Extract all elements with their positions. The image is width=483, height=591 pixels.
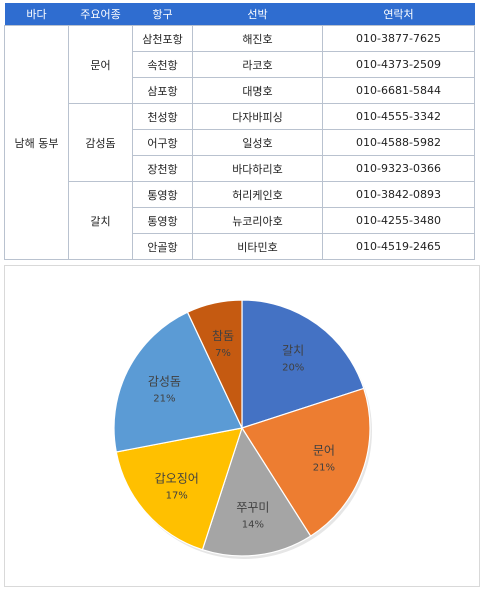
slice-percent-label: 14% — [242, 519, 264, 530]
ship-cell: 라코호 — [192, 51, 323, 78]
ship-cell: 뉴코리아호 — [192, 207, 323, 234]
port-cell: 천성항 — [132, 103, 193, 130]
sea-cell: 남해 동부 — [4, 25, 69, 260]
ship-cell: 해진호 — [192, 25, 323, 52]
table-header-row: 바다 주요어종 항구 선박 연락처 — [4, 3, 475, 26]
contact-cell: 010-3877-7625 — [322, 25, 475, 52]
contact-cell: 010-3842-0893 — [322, 181, 475, 208]
header-ship: 선박 — [192, 3, 323, 26]
slice-percent-label: 7% — [215, 348, 231, 359]
contact-cell: 010-4588-5982 — [322, 129, 475, 156]
contact-cell: 010-4373-2509 — [322, 51, 475, 78]
header-contact: 연락처 — [322, 3, 475, 26]
header-species: 주요어종 — [68, 3, 133, 26]
port-cell: 통영항 — [132, 181, 193, 208]
contact-cell: 010-4555-3342 — [322, 103, 475, 130]
ship-cell: 대명호 — [192, 77, 323, 104]
pie-slice — [201, 426, 312, 557]
table-row: 어구항 일성호 010-4588-5982 — [5, 129, 475, 156]
ship-cell: 바다하리호 — [192, 155, 323, 182]
table-row: 통영항 뉴코리아호 010-4255-3480 — [5, 207, 475, 234]
table-row: 안골항 비타민호 010-4519-2465 — [5, 233, 475, 260]
pie-slice — [241, 299, 365, 429]
contact-cell: 010-4255-3480 — [322, 207, 475, 234]
slice-label: 감성돔 — [148, 375, 181, 389]
slice-percent-label: 17% — [166, 491, 188, 502]
species-cell: 감성돔 — [68, 103, 133, 182]
ship-cell: 허리케인호 — [192, 181, 323, 208]
slice-label: 쭈꾸미 — [236, 500, 269, 514]
contact-cell: 010-6681-5844 — [322, 77, 475, 104]
header-sea: 바다 — [4, 3, 69, 26]
species-cell: 문어 — [68, 25, 133, 104]
header-port: 항구 — [132, 3, 193, 26]
fishing-boat-table: 바다 주요어종 항구 선박 연락처 남해 동부 문어 삼천포항 해진호 010-… — [4, 3, 475, 260]
contact-cell: 010-4519-2465 — [322, 233, 475, 260]
slice-label: 갑오징어 — [155, 472, 199, 486]
port-cell: 어구항 — [132, 129, 193, 156]
ship-cell: 다자바피싱 — [192, 103, 323, 130]
table-row: 갈치 통영항 허리케인호 010-3842-0893 — [5, 181, 475, 260]
table-row: 감성돔 천성항 다자바피싱 010-4555-3342 — [5, 103, 475, 182]
contact-cell: 010-9323-0366 — [322, 155, 475, 182]
port-cell: 삼천포항 — [132, 25, 193, 52]
pie-slice — [186, 299, 243, 429]
slice-label: 문어 — [313, 444, 335, 458]
slice-label: 참돔 — [212, 329, 234, 343]
species-cell: 갈치 — [68, 181, 133, 260]
pie-slice — [241, 387, 371, 537]
slice-label: 갈치 — [282, 344, 304, 358]
table-row: 남해 동부 문어 삼천포항 해진호 010-3877-7625 — [4, 25, 475, 260]
pie-slice — [113, 311, 243, 453]
slice-percent-label: 21% — [313, 463, 335, 474]
port-cell: 속천항 — [132, 51, 193, 78]
ship-cell: 비타민호 — [192, 233, 323, 260]
ship-cell: 일성호 — [192, 129, 323, 156]
slice-percent-label: 21% — [153, 394, 175, 405]
port-cell: 장천항 — [132, 155, 193, 182]
pie-slice — [115, 427, 243, 551]
pie-chart-panel: 갈치 20% 문어 21% 쭈꾸미 14% 갑오징어 17% 감성돔 21% 참돔 7% — [4, 265, 480, 587]
species-pie-chart: 갈치 20% 문어 21% 쭈꾸미 14% 갑오징어 17% 감성돔 21% 참돔 7% — [113, 299, 372, 559]
port-cell: 삼포항 — [132, 77, 193, 104]
slice-percent-label: 20% — [282, 363, 304, 374]
table-row: 삼포항 대명호 010-6681-5844 — [5, 77, 475, 104]
table-row: 장천항 바다하리호 010-9323-0366 — [5, 155, 475, 182]
port-cell: 안골항 — [132, 233, 193, 260]
table-row: 속천항 라코호 010-4373-2509 — [5, 51, 475, 78]
port-cell: 통영항 — [132, 207, 193, 234]
